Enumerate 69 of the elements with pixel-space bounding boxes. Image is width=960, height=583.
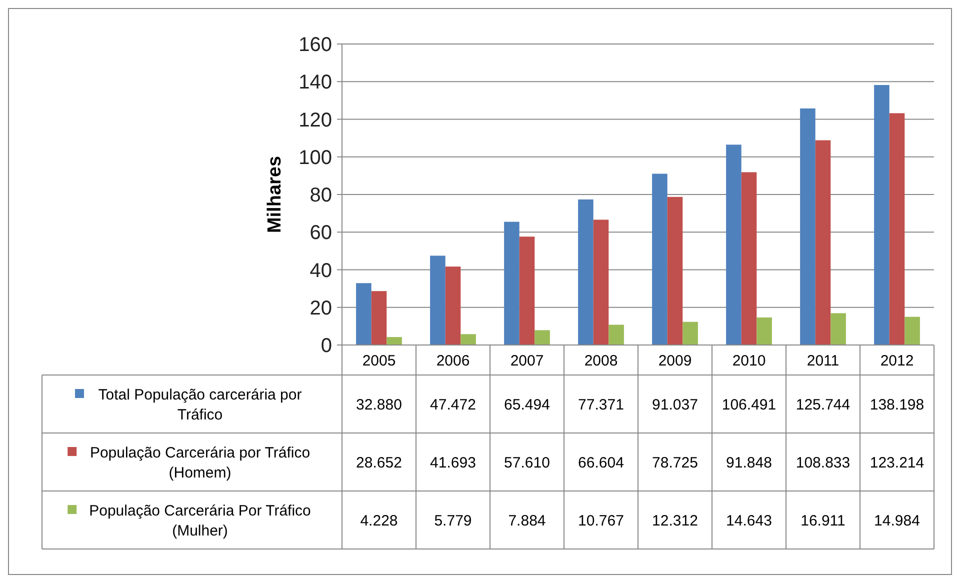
bar: [356, 283, 372, 345]
data-label: 14.643: [726, 512, 772, 530]
x-tick-label: 2006: [436, 352, 470, 370]
data-label: 91.037: [652, 396, 698, 414]
data-label: 32.880: [356, 396, 402, 414]
y-tick-label: 100: [298, 146, 332, 169]
bar: [578, 199, 594, 345]
data-label: 138.198: [870, 396, 924, 414]
data-label: 106.491: [722, 396, 776, 414]
data-label: 123.214: [870, 454, 924, 472]
y-tick-label: 140: [298, 72, 332, 94]
bar: [519, 236, 535, 345]
data-label: 125.744: [796, 396, 850, 414]
bar: [726, 144, 742, 345]
y-tick-label: 120: [298, 109, 332, 132]
bar: [608, 324, 624, 345]
bar: [889, 113, 905, 345]
bar: [800, 108, 816, 345]
legend-label: População Carcerária Por Tráfico (Mulher): [89, 502, 311, 540]
data-label: 10.767: [578, 512, 624, 530]
data-label: 5.779: [434, 512, 472, 530]
x-tick-label: 2005: [362, 352, 396, 370]
x-tick-label: 2008: [584, 352, 618, 370]
data-label: 91.848: [726, 454, 772, 472]
legend-label: População Carcerária por Tráfico (Homem): [90, 444, 310, 482]
data-label: 12.312: [652, 512, 698, 530]
y-tick-label: 40: [310, 260, 332, 282]
bar: [593, 220, 609, 345]
bar: [371, 291, 387, 345]
bar: [504, 222, 520, 345]
bar: [874, 85, 890, 345]
data-label: 7.884: [508, 512, 546, 530]
data-label: 77.371: [578, 396, 624, 414]
bar: [756, 317, 772, 345]
bar: [667, 196, 683, 345]
x-tick-label: 2012: [880, 352, 914, 370]
bar: [830, 313, 846, 345]
x-tick-label: 2009: [658, 352, 692, 370]
bar: [386, 337, 402, 345]
y-tick-label: 160: [298, 34, 332, 56]
data-label: 14.984: [874, 512, 920, 530]
data-label: 78.725: [652, 454, 698, 472]
x-tick-label: 2010: [732, 352, 766, 370]
y-axis-title: Milhares: [264, 156, 286, 234]
data-label: 4.228: [360, 512, 398, 530]
legend-label: Total População carcerária por Tráfico: [98, 386, 302, 424]
bar: [904, 316, 920, 345]
data-label: 65.494: [504, 396, 550, 414]
bar: [682, 322, 698, 345]
data-label: 16.911: [800, 512, 846, 530]
data-label: 108.833: [796, 454, 850, 472]
bar: [652, 174, 668, 345]
bar: [815, 140, 831, 345]
x-tick-label: 2007: [510, 352, 544, 370]
data-label: 28.652: [356, 454, 402, 472]
data-label: 47.472: [430, 396, 476, 414]
data-label: 57.610: [504, 454, 550, 472]
data-label: 41.693: [430, 454, 476, 472]
bar: [460, 334, 476, 345]
bar: [534, 330, 550, 345]
bar: [741, 172, 757, 345]
y-tick-label: 60: [310, 222, 332, 244]
y-tick-label: 80: [310, 184, 332, 206]
x-tick-label: 2011: [806, 352, 840, 370]
data-label: 66.604: [578, 454, 624, 472]
bar: [430, 256, 446, 345]
bar: [445, 266, 461, 345]
y-tick-label: 20: [310, 297, 332, 320]
y-tick-label: 0: [320, 335, 332, 357]
